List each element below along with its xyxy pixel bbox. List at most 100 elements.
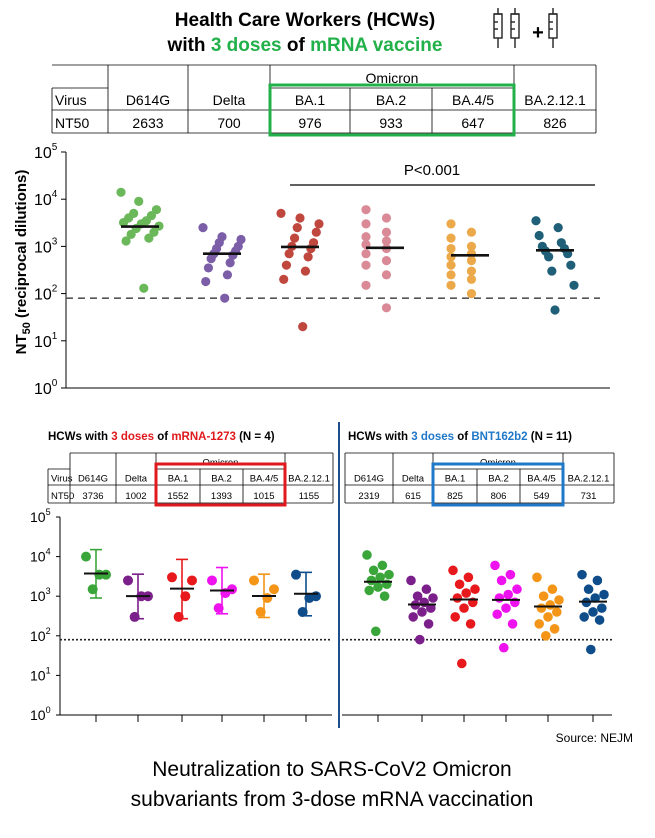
y-tick-label: 105: [30, 507, 51, 525]
data-point: [415, 634, 425, 645]
right-title-mid: of: [454, 431, 471, 443]
data-point: [496, 575, 507, 586]
y-tick-label: 102: [30, 626, 51, 644]
header-line2-mid: of: [282, 35, 311, 56]
data-point: [494, 593, 505, 603]
data-point: [381, 236, 392, 246]
data-point: [381, 256, 392, 266]
y-axis-label-main: NT: [13, 334, 30, 354]
data-point: [544, 252, 554, 262]
plus-sign: +: [532, 22, 544, 44]
caption-line2: subvariants from 3-dose mRNA vaccination: [131, 788, 534, 811]
data-point: [381, 213, 392, 223]
omicron-highlight-box: [154, 462, 287, 507]
variant-header-6: BA.2.12.1: [568, 473, 610, 484]
data-point: [225, 258, 235, 268]
y-tick-exponent: 0: [52, 378, 58, 389]
data-point: [249, 575, 259, 586]
data-point: [553, 223, 563, 233]
data-point: [220, 293, 230, 303]
left-title-post: (N = 4): [236, 431, 275, 443]
data-point: [590, 593, 600, 603]
data-point: [361, 260, 371, 270]
nt50-value-3: 976: [298, 115, 322, 131]
data-point: [534, 230, 544, 241]
data-point: [262, 593, 273, 604]
data-point: [300, 266, 311, 276]
y-tick-exponent: 3: [46, 586, 51, 596]
data-point: [406, 575, 416, 586]
data-point: [187, 575, 197, 586]
data-point: [379, 591, 390, 601]
nt50-value-3: 825: [447, 491, 463, 502]
data-point: [203, 263, 214, 273]
data-point: [417, 607, 427, 617]
nt50-value-5: 549: [534, 491, 550, 502]
data-point: [512, 584, 522, 595]
data-point: [116, 187, 126, 197]
variant-header-6: BA.2.12.1: [288, 473, 330, 484]
data-point: [599, 589, 609, 600]
caption-line1: Neutralization to SARS-CoV2 Omicron: [152, 758, 511, 781]
nt50-row-label: NT50: [55, 115, 89, 131]
data-point: [446, 270, 456, 280]
data-point: [594, 615, 605, 625]
left-title-vaccine: mRNA-1273: [171, 431, 236, 443]
header-title-line2: with 3 doses of mRNA vaccine: [167, 35, 443, 56]
data-point: [457, 658, 467, 669]
y-tick-exponent: 4: [52, 189, 58, 200]
data-point: [384, 569, 394, 580]
nt50-value-2: 1002: [125, 491, 146, 502]
data-point: [543, 612, 553, 622]
data-point: [361, 205, 371, 215]
data-point: [466, 266, 477, 276]
nt50-value-1: 3736: [82, 491, 103, 502]
data-point: [361, 219, 371, 229]
y-tick-exponent: 2: [52, 284, 58, 295]
data-point: [311, 227, 321, 237]
data-point: [547, 266, 557, 276]
y-tick-exponent: 1: [52, 331, 58, 342]
data-point: [541, 631, 551, 641]
data-point: [492, 609, 503, 620]
variant-header-3: BA.1: [295, 92, 326, 108]
top-chart: NT50 (reciprocal dilutions) P<0.001 1001…: [13, 142, 610, 398]
data-point: [470, 584, 480, 595]
right-panel-title: HCWs with 3 doses of BNT162b2 (N = 11): [348, 431, 572, 443]
data-point: [507, 619, 518, 629]
data-point: [450, 612, 461, 622]
data-point: [554, 595, 564, 605]
data-point: [284, 249, 294, 259]
variant-header-1: D614G: [354, 473, 384, 484]
variant-header-6: BA.2.12.1: [524, 92, 586, 108]
left-title-doses: 3 doses: [111, 431, 154, 443]
y-tick-label: 104: [34, 189, 58, 209]
data-point: [503, 589, 513, 600]
data-point: [459, 603, 469, 613]
data-point: [361, 249, 371, 259]
data-point: [173, 611, 184, 622]
data-point: [466, 289, 477, 299]
data-point: [289, 233, 300, 243]
data-point: [371, 626, 381, 637]
y-tick-exponent: 5: [52, 142, 58, 153]
data-point: [361, 280, 371, 290]
data-point: [577, 569, 587, 580]
header: Health Care Workers (HCWs) with 3 doses …: [167, 8, 558, 56]
data-point: [213, 603, 224, 614]
svg-text:HCWs with 3 doses of mRNA-1273: HCWs with 3 doses of mRNA-1273 (N = 4): [48, 431, 275, 443]
variant-header-1: D614G: [126, 92, 170, 108]
nt50-value-3: 1552: [167, 491, 188, 502]
variant-header-2: Delta: [402, 473, 425, 484]
data-point: [375, 572, 386, 583]
data-point: [408, 612, 419, 622]
data-point: [446, 219, 456, 229]
data-point: [281, 260, 292, 270]
variant-header-4: BA.2: [376, 92, 407, 108]
data-point: [255, 606, 266, 617]
data-point: [466, 274, 477, 284]
data-point: [361, 232, 371, 242]
svg-text:HCWs with 3 doses of BNT162b2: HCWs with 3 doses of BNT162b2 (N = 11): [348, 431, 572, 443]
data-point: [532, 572, 542, 583]
